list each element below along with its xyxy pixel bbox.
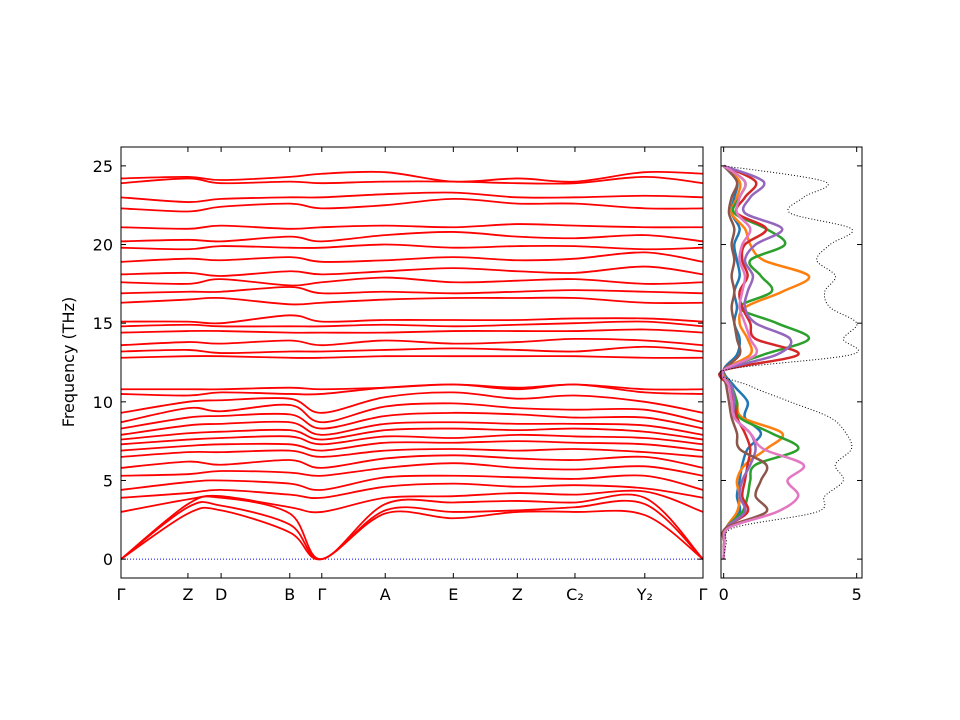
band (120, 296, 704, 306)
x-tick-label: 5 (852, 585, 862, 604)
x-tick-label: Γ (117, 585, 126, 604)
band (120, 506, 704, 561)
band (120, 345, 704, 354)
band (120, 454, 704, 469)
partial-dos (720, 164, 793, 560)
band (120, 427, 704, 441)
x-tick-label: C₂ (566, 585, 584, 604)
band (120, 493, 704, 561)
x-tick-label: Z (182, 585, 193, 604)
partial-dos (721, 165, 769, 560)
x-tick-label: D (215, 585, 227, 604)
band (120, 411, 704, 430)
x-tick-label: Y₂ (636, 585, 653, 604)
y-tick-label: 5 (103, 471, 113, 490)
partial-dos (718, 164, 800, 560)
band (120, 223, 704, 230)
partial-dos (722, 165, 763, 560)
band (120, 499, 704, 561)
x-tick-label: Γ (699, 585, 708, 604)
band (120, 482, 704, 499)
band (120, 337, 704, 347)
band (120, 286, 704, 295)
band (120, 243, 704, 251)
band (120, 314, 704, 325)
axes-frame (120, 146, 704, 579)
band (120, 391, 704, 414)
band (120, 474, 704, 491)
band (120, 276, 704, 287)
band (120, 489, 704, 514)
band (120, 440, 704, 452)
x-tick-label: Γ (317, 585, 326, 604)
band (120, 320, 704, 328)
band (120, 170, 704, 183)
band (120, 420, 704, 436)
x-tick-label: E (448, 585, 458, 604)
band (120, 355, 704, 359)
y-tick-label: 25 (93, 157, 113, 176)
band (120, 251, 704, 263)
axes-frame (720, 146, 863, 579)
band (120, 328, 704, 334)
band (120, 175, 704, 185)
partial-dos (721, 164, 806, 560)
y-axis-label: Frequency (THz) (59, 297, 78, 427)
y-tick-label: 20 (93, 236, 113, 255)
y-tick-label: 15 (93, 314, 113, 333)
band (120, 265, 704, 277)
band (120, 433, 704, 446)
band (120, 191, 704, 203)
band (121, 383, 704, 391)
y-tick-label: 0 (103, 550, 113, 569)
y-tick-label: 10 (93, 393, 113, 412)
band (120, 448, 704, 458)
band (120, 231, 704, 243)
band (120, 402, 704, 424)
x-tick-label: A (380, 585, 391, 604)
x-tick-label: B (284, 585, 295, 604)
x-tick-label: Z (512, 585, 523, 604)
band (120, 198, 704, 213)
x-tick-label: 0 (719, 585, 729, 604)
band (120, 462, 704, 477)
